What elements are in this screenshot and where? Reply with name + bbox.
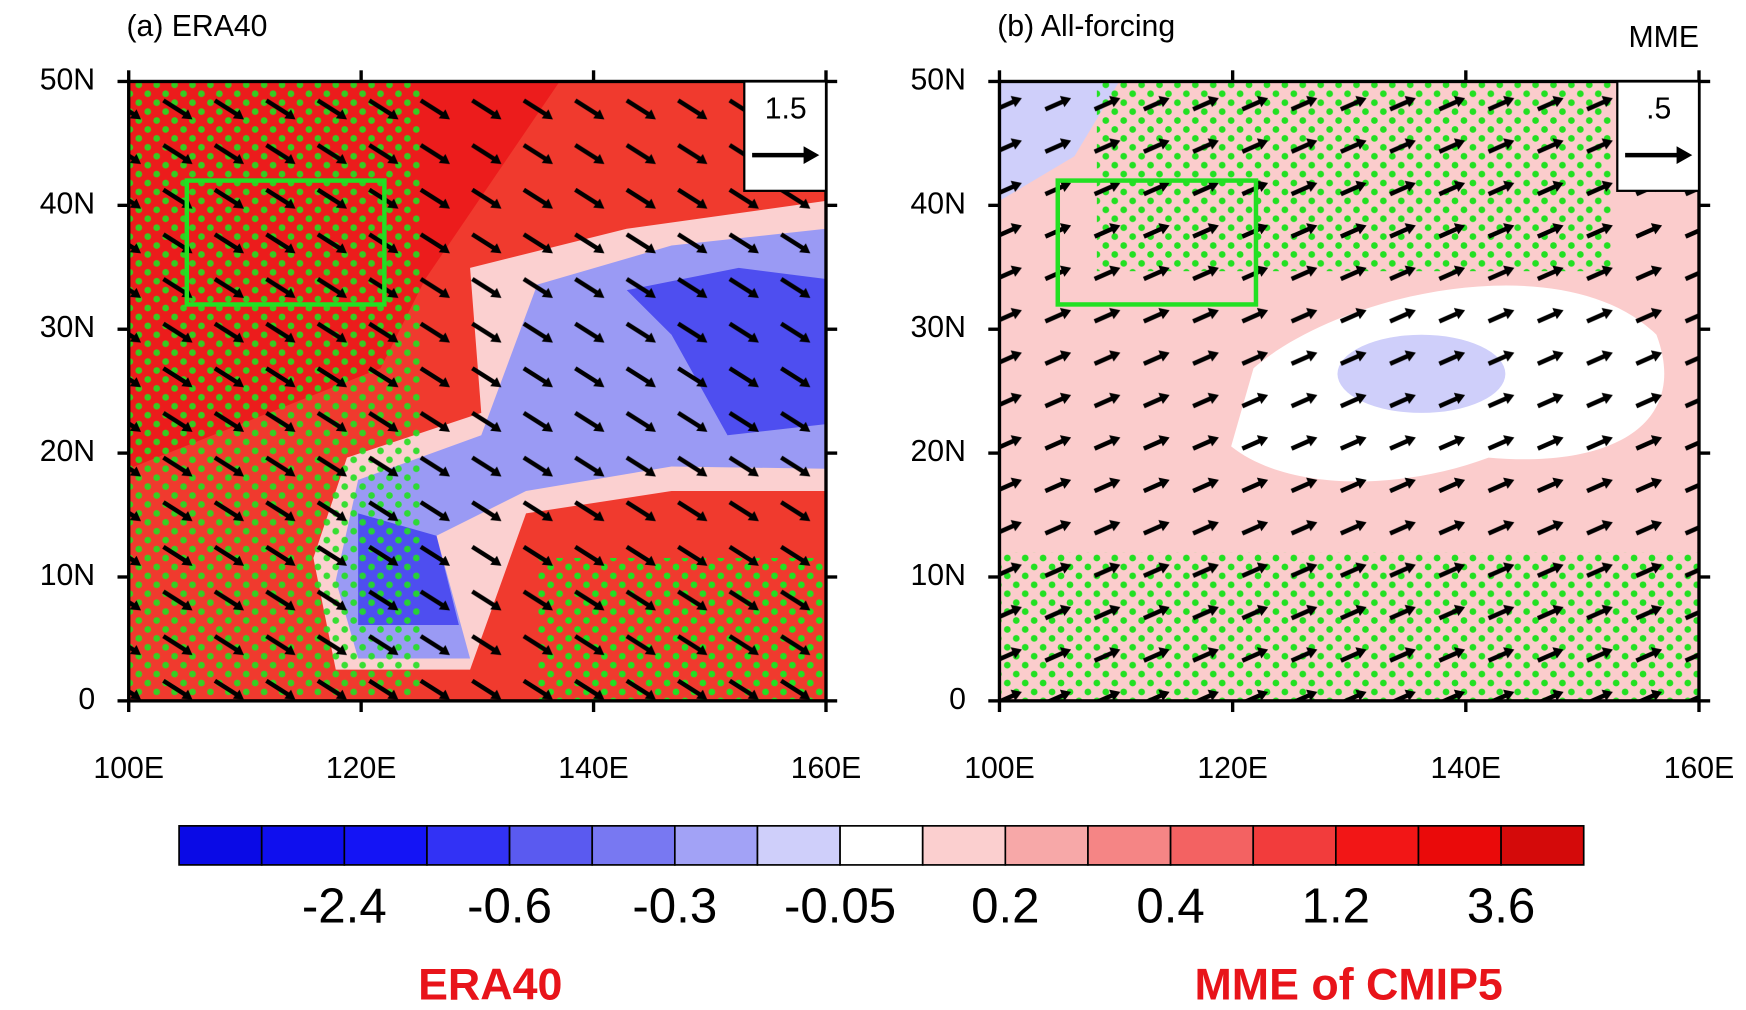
y-tick-label: 40N <box>40 187 95 220</box>
colorbar-box <box>839 825 924 866</box>
ref-label: 1.5 <box>765 92 807 125</box>
y-tick-label: 0 <box>949 683 966 716</box>
colorbar-box <box>1417 825 1502 866</box>
ref-arrow-head <box>803 146 820 165</box>
bottom-label: ERA40 <box>418 961 562 1010</box>
region-box <box>1055 178 1259 307</box>
colorbar-box <box>178 825 263 866</box>
colorbar-box <box>756 825 841 866</box>
colorbar-box <box>426 825 511 866</box>
colorbar-label: -0.3 <box>632 879 717 934</box>
field-a <box>128 81 826 701</box>
y-tick-label: 30N <box>40 311 95 344</box>
colorbar-box <box>1334 825 1420 866</box>
x-tick-label: 140E <box>1431 752 1502 785</box>
bottom-label: MME of CMIP5 <box>1195 961 1503 1010</box>
x-tick-label: 100E <box>964 752 1035 785</box>
y-tick-label: 50N <box>910 63 965 96</box>
x-tick-label: 120E <box>326 752 397 785</box>
x-tick-label: 160E <box>791 752 862 785</box>
colorbar-box <box>343 825 428 866</box>
colorbar-box <box>508 825 594 866</box>
y-tick-label: 10N <box>910 559 965 592</box>
ref-label: .5 <box>1646 92 1671 125</box>
region-box <box>184 178 387 307</box>
ref-arrow-head <box>1676 146 1693 165</box>
y-tick-label: 10N <box>40 559 95 592</box>
colorbar-box <box>1252 825 1337 866</box>
panel-title: (b) All-forcing <box>997 10 1175 43</box>
y-tick-label: 30N <box>910 311 965 344</box>
frame <box>127 79 828 703</box>
colorbar-box <box>1004 825 1089 866</box>
y-tick-label: 50N <box>40 63 95 96</box>
ref-box <box>743 80 828 192</box>
y-tick-label: 20N <box>910 435 965 468</box>
x-tick-label: 100E <box>93 752 164 785</box>
colorbar-label: 0.2 <box>971 879 1039 934</box>
x-tick-label: 140E <box>558 752 629 785</box>
colorbar-label: 0.4 <box>1136 879 1204 934</box>
colorbar-label: 1.2 <box>1302 879 1370 934</box>
colorbar-box <box>260 825 346 866</box>
colorbar-box <box>921 825 1007 866</box>
y-tick-label: 0 <box>78 683 95 716</box>
colorbar-label: -0.6 <box>467 879 552 934</box>
frame <box>997 79 1701 703</box>
colorbar-box <box>1087 825 1172 866</box>
corner-label: MME <box>1629 21 1699 54</box>
field-b <box>999 81 1699 701</box>
colorbar-label: 3.6 <box>1467 879 1535 934</box>
y-tick-label: 40N <box>910 187 965 220</box>
colorbar-box <box>591 825 676 866</box>
colorbar-box <box>673 825 759 866</box>
x-tick-label: 160E <box>1664 752 1735 785</box>
panel-title: (a) ERA40 <box>126 10 267 43</box>
colorbar-label: -2.4 <box>302 879 387 934</box>
colorbar-box <box>1500 825 1585 866</box>
colorbar-label: -0.05 <box>784 879 896 934</box>
y-tick-label: 20N <box>40 435 95 468</box>
x-tick-label: 120E <box>1197 752 1268 785</box>
ref-box <box>1616 80 1701 192</box>
colorbar-box <box>1169 825 1255 866</box>
